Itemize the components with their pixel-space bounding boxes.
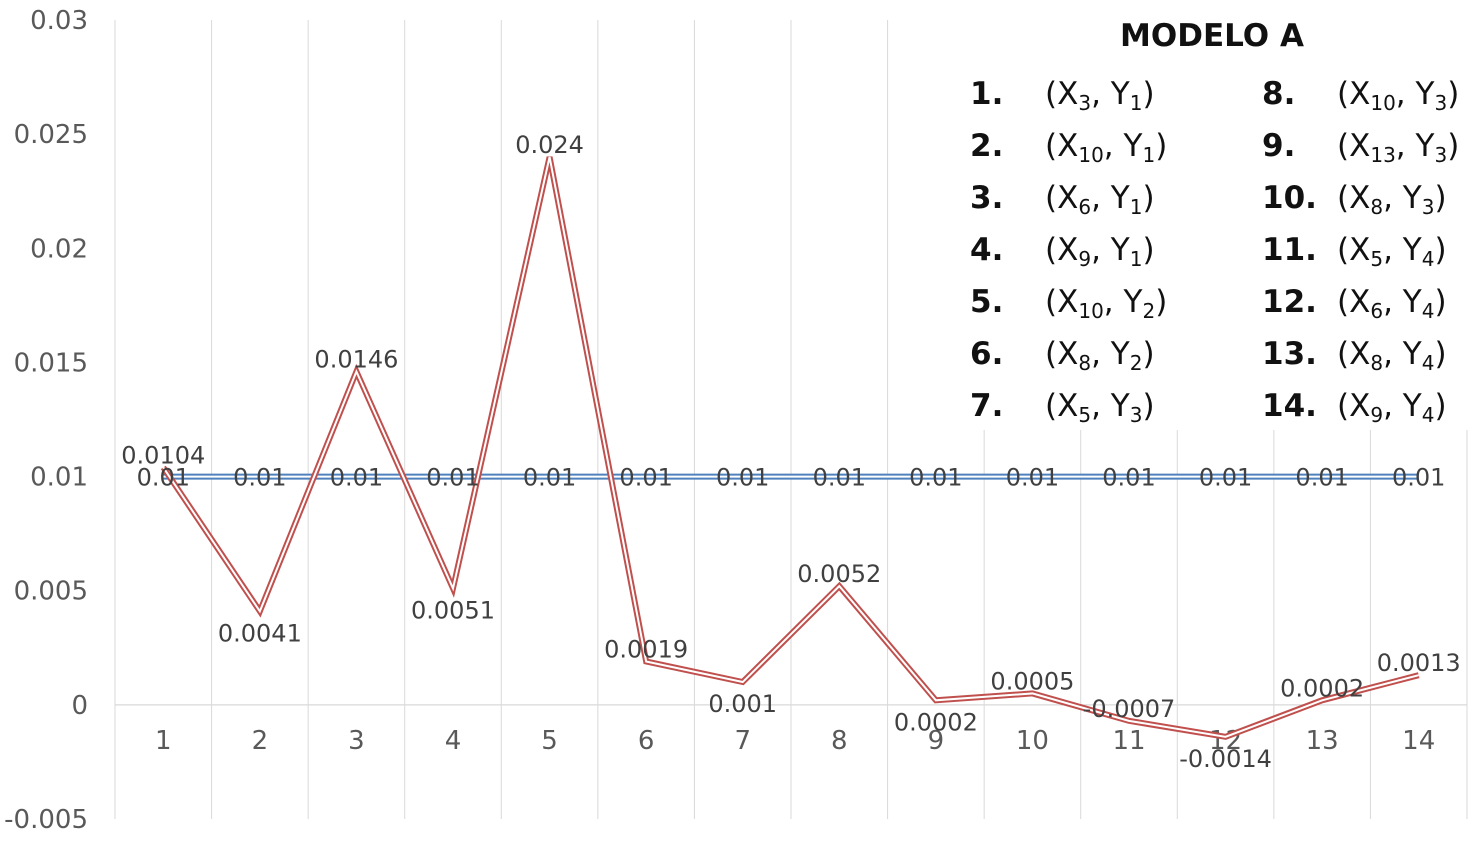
data-label-value: 0.0002 <box>894 708 978 736</box>
legend-item-pair: (X3, Y1) <box>1045 76 1155 115</box>
legend-item: 1. (X3, Y1) <box>970 76 1155 115</box>
legend-item: 14. (X9, Y4) <box>1262 388 1447 427</box>
x-tick-label: 10 <box>1016 726 1049 756</box>
legend-item-number: 2. <box>970 128 1004 164</box>
legend-item-pair: (X9, Y1) <box>1045 232 1155 271</box>
data-label-value: 0.001 <box>708 690 777 718</box>
data-label-threshold: 0.01 <box>1392 464 1445 492</box>
data-label-threshold: 0.01 <box>813 464 866 492</box>
legend-item: 11. (X5, Y4) <box>1262 232 1447 271</box>
legend-item-number: 12. <box>1262 284 1317 320</box>
legend-item-number: 7. <box>970 388 1004 424</box>
data-label-value: 0.0013 <box>1377 649 1461 677</box>
data-label-value: 0.024 <box>515 131 584 159</box>
data-label-value: 0.0146 <box>314 346 398 374</box>
legend-item-number: 10. <box>1262 180 1317 216</box>
legend-title: MODELO A <box>1120 18 1304 54</box>
data-label-threshold: 0.01 <box>1006 464 1059 492</box>
x-tick-label: 6 <box>638 726 655 756</box>
legend-panel: MODELO A 1. (X3, Y1) 2. (X10, Y1) 3. (X6, Y1)… <box>962 10 1475 430</box>
data-label-value: 0.0052 <box>797 560 881 588</box>
y-tick-label: 0 <box>71 691 88 721</box>
data-label-value: 0.0005 <box>990 667 1074 695</box>
data-label-value: 0.0041 <box>218 619 302 647</box>
data-label-threshold: 0.01 <box>137 464 190 492</box>
legend-item-number: 11. <box>1262 232 1317 268</box>
x-tick-label: 5 <box>541 726 558 756</box>
legend-item-pair: (X9, Y4) <box>1337 388 1447 427</box>
legend-item: 8. (X10, Y3) <box>1262 76 1460 115</box>
legend-item-pair: (X10, Y3) <box>1337 76 1460 115</box>
x-tick-label: 3 <box>348 726 365 756</box>
data-label-value: 0.0104 <box>121 441 205 469</box>
legend-item-number: 14. <box>1262 388 1317 424</box>
data-label-value: 0.0019 <box>604 635 688 663</box>
legend-item-pair: (X6, Y4) <box>1337 284 1447 323</box>
legend-item-number: 4. <box>970 232 1004 268</box>
y-tick-label: 0.025 <box>14 120 88 150</box>
x-tick-label: 2 <box>252 726 269 756</box>
legend-item-number: 6. <box>970 336 1004 372</box>
data-label-threshold: 0.01 <box>619 464 672 492</box>
x-tick-label: 9 <box>928 726 945 756</box>
data-label-threshold: 0.01 <box>426 464 479 492</box>
data-label-value: 0.0051 <box>411 596 495 624</box>
y-tick-label: 0.02 <box>30 234 88 264</box>
data-label-threshold: 0.01 <box>1102 464 1155 492</box>
x-tick-label: 14 <box>1402 726 1435 756</box>
data-label-threshold: 0.01 <box>1199 464 1252 492</box>
legend-item-pair: (X8, Y2) <box>1045 336 1155 375</box>
legend-item-number: 9. <box>1262 128 1296 164</box>
legend-item-pair: (X8, Y4) <box>1337 336 1447 375</box>
legend-item: 10. (X8, Y3) <box>1262 180 1447 219</box>
x-tick-label: 11 <box>1112 726 1145 756</box>
data-label-threshold: 0.01 <box>909 464 962 492</box>
legend-item-pair: (X10, Y2) <box>1045 284 1168 323</box>
x-tick-label: 8 <box>831 726 848 756</box>
legend-item-pair: (X10, Y1) <box>1045 128 1168 167</box>
y-tick-label: 0.005 <box>14 577 88 607</box>
legend-item: 3. (X6, Y1) <box>970 180 1155 219</box>
data-label-threshold: 0.01 <box>1295 464 1348 492</box>
y-tick-label: 0.01 <box>30 463 88 493</box>
legend-item-number: 8. <box>1262 76 1296 112</box>
x-tick-label: 1 <box>155 726 172 756</box>
legend-item: 2. (X10, Y1) <box>970 128 1168 167</box>
data-label-value: 0.0002 <box>1280 674 1364 702</box>
data-label-threshold: 0.01 <box>330 464 383 492</box>
legend-item-pair: (X13, Y3) <box>1337 128 1460 167</box>
legend-item-number: 5. <box>970 284 1004 320</box>
y-tick-label: 0.03 <box>30 6 88 36</box>
y-tick-label: -0.005 <box>4 805 88 835</box>
legend-item-number: 3. <box>970 180 1004 216</box>
legend-item-pair: (X8, Y3) <box>1337 180 1447 219</box>
data-label-threshold: 0.01 <box>716 464 769 492</box>
legend-item-pair: (X5, Y3) <box>1045 388 1155 427</box>
legend-item: 5. (X10, Y2) <box>970 284 1168 323</box>
legend-item: 4. (X9, Y1) <box>970 232 1155 271</box>
legend-item: 13. (X8, Y4) <box>1262 336 1447 375</box>
data-label-threshold: 0.01 <box>523 464 576 492</box>
legend-item-number: 1. <box>970 76 1004 112</box>
data-label-value: -0.0014 <box>1179 745 1272 773</box>
data-label-value: -0.0007 <box>1083 695 1176 723</box>
legend-item: 6. (X8, Y2) <box>970 336 1155 375</box>
legend-item-pair: (X5, Y4) <box>1337 232 1447 271</box>
legend-item: 9. (X13, Y3) <box>1262 128 1460 167</box>
data-label-threshold: 0.01 <box>233 464 286 492</box>
x-tick-label: 13 <box>1306 726 1339 756</box>
legend-item: 12. (X6, Y4) <box>1262 284 1447 323</box>
x-tick-label: 7 <box>734 726 751 756</box>
x-tick-label: 4 <box>445 726 462 756</box>
legend-item-number: 13. <box>1262 336 1317 372</box>
y-tick-label: 0.015 <box>14 348 88 378</box>
legend-item-pair: (X6, Y1) <box>1045 180 1155 219</box>
series-line-values-inner <box>162 156 1419 738</box>
legend-item: 7. (X5, Y3) <box>970 388 1155 427</box>
